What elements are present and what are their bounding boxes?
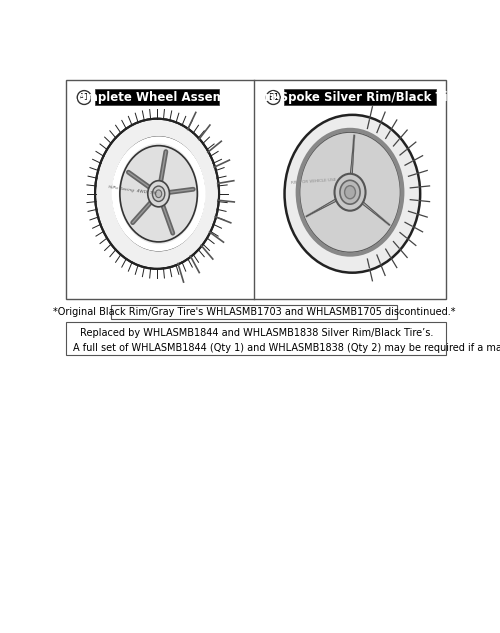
Bar bbox=[66, 322, 446, 354]
Bar bbox=[110, 304, 398, 318]
Text: B1: B1 bbox=[268, 93, 279, 102]
Ellipse shape bbox=[95, 119, 219, 269]
Ellipse shape bbox=[148, 180, 170, 207]
Ellipse shape bbox=[284, 115, 420, 273]
Ellipse shape bbox=[300, 132, 400, 253]
Ellipse shape bbox=[298, 130, 403, 254]
Ellipse shape bbox=[344, 185, 356, 199]
Ellipse shape bbox=[113, 137, 204, 251]
Circle shape bbox=[266, 91, 280, 104]
Ellipse shape bbox=[340, 180, 360, 204]
Text: Complete Wheel Assembly: Complete Wheel Assembly bbox=[69, 91, 245, 104]
Ellipse shape bbox=[120, 146, 198, 242]
Text: A1: A1 bbox=[78, 93, 90, 102]
Bar bbox=[284, 89, 436, 105]
Text: RIM FOR VEHICLE USE: RIM FOR VEHICLE USE bbox=[291, 178, 337, 185]
Circle shape bbox=[77, 91, 91, 104]
Text: A full set of WHLASMB1844 (Qty 1) and WHLASMB1838 (Qty 2) may be required if a m: A full set of WHLASMB1844 (Qty 1) and WH… bbox=[72, 343, 500, 353]
Bar bbox=[95, 89, 219, 105]
Ellipse shape bbox=[156, 190, 162, 197]
Text: HiPo Racing  4WD  TIR: HiPo Racing 4WD TIR bbox=[108, 185, 156, 196]
Text: Tri-Spoke Silver Rim/Black Tire: Tri-Spoke Silver Rim/Black Tire bbox=[258, 91, 462, 104]
Ellipse shape bbox=[152, 186, 165, 201]
Bar bbox=[66, 80, 446, 299]
Text: *Original Black Rim/Gray Tire's WHLASMB1703 and WHLASMB1705 discontinued.*: *Original Black Rim/Gray Tire's WHLASMB1… bbox=[52, 306, 455, 316]
Ellipse shape bbox=[334, 173, 366, 211]
Text: Replaced by WHLASMB1844 and WHLASMB1838 Silver Rim/Black Tire’s.: Replaced by WHLASMB1844 and WHLASMB1838 … bbox=[80, 328, 433, 338]
